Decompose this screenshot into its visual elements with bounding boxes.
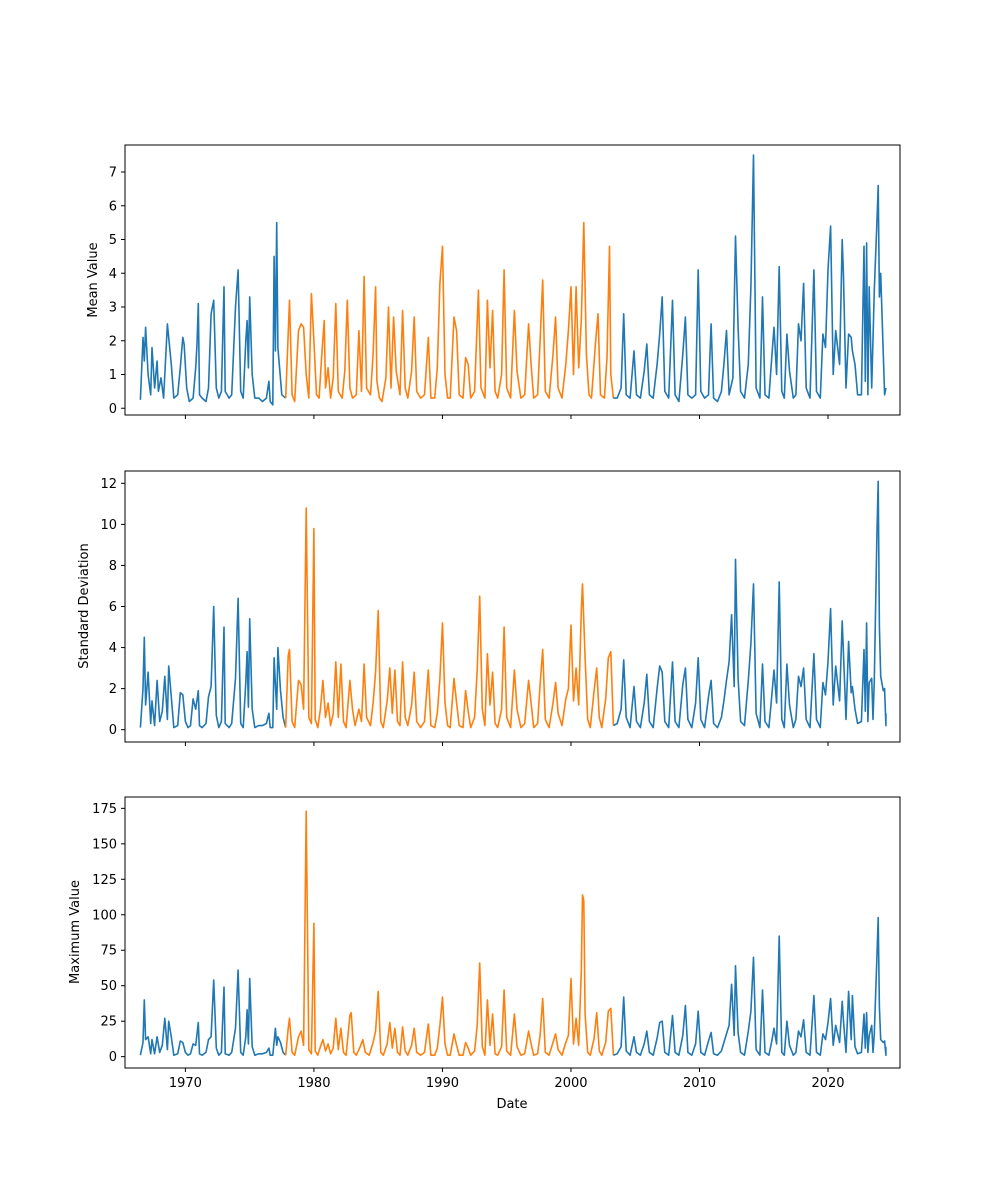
std-ytick-label: 10: [100, 518, 117, 533]
std-series-layer: [139, 480, 887, 729]
mean-y-axis-label: Mean Value: [86, 242, 101, 317]
std-ytick-label: 6: [109, 600, 117, 615]
max-ytick-label: 25: [100, 1015, 117, 1030]
subplot-max: 0 25 50 75 100 125 150 175 1970 1980 1990 2000 2010…: [68, 796, 901, 1112]
mean-series-0-line: [139, 221, 287, 406]
std-y-axis-label: Standard Deviation: [77, 543, 92, 668]
mean-ytick-label: 7: [109, 166, 117, 181]
mean-ytick-label: 0: [109, 402, 117, 417]
std-series-2-line: [613, 480, 887, 729]
max-ytick-label: 50: [100, 979, 117, 994]
mean-ytick-label: 4: [109, 267, 117, 282]
mean-ytick-label: 3: [109, 301, 117, 316]
max-series-0-line: [139, 969, 287, 1056]
mean-ytick-label: 1: [109, 368, 117, 383]
mean-yticks-layer: 0 1 2 3 4 5 6 7: [109, 166, 125, 417]
max-ytick-label: 125: [92, 873, 117, 888]
max-xticks-layer: 1970 1980 1990 2000 2010 2020: [169, 1068, 845, 1091]
max-xtick-label: 2020: [811, 1076, 844, 1091]
max-xtick-label: 1970: [169, 1076, 202, 1091]
max-ytick-label: 75: [100, 944, 117, 959]
max-xtick-label: 1980: [297, 1076, 330, 1091]
max-series-1-line: [284, 810, 615, 1056]
mean-series-1-line: [284, 221, 615, 403]
std-yticks-layer: 0 2 4 6 8 10 12: [100, 477, 125, 738]
mean-axes-frame: [124, 144, 901, 416]
max-ytick-label: 175: [92, 802, 117, 817]
max-series-2-line: [613, 916, 887, 1056]
mean-ytick-label: 2: [109, 334, 117, 349]
max-ytick-label: 100: [92, 908, 117, 923]
std-axes-frame: [124, 470, 901, 743]
subplot-mean: 0 1 2 3 4 5 6 7 Mean Value: [86, 144, 901, 419]
max-ytick-label: 150: [92, 837, 117, 852]
mean-series-2-line: [613, 154, 887, 403]
std-xticks-layer: [184, 742, 829, 746]
max-ytick-label: 0: [109, 1050, 117, 1065]
mean-ytick-label: 6: [109, 199, 117, 214]
max-xtick-label: 1990: [426, 1076, 459, 1091]
mean-ytick-label: 5: [109, 233, 117, 248]
std-series-1-line: [284, 507, 615, 729]
std-ytick-label: 8: [109, 559, 117, 574]
std-series-0-line: [139, 597, 287, 729]
x-axis-label: Date: [496, 1097, 527, 1112]
mean-series-layer: [139, 154, 887, 406]
std-ytick-label: 0: [109, 723, 117, 738]
max-axes-frame: [124, 796, 901, 1069]
std-ytick-label: 12: [100, 477, 117, 492]
max-xtick-label: 2010: [683, 1076, 716, 1091]
std-ytick-label: 2: [109, 682, 117, 697]
max-y-axis-label: Maximum Value: [68, 880, 83, 984]
max-xtick-label: 2000: [554, 1076, 587, 1091]
subplot-std: 0 2 4 6 8 10 12 Standard Deviation: [77, 470, 901, 746]
mean-xticks-layer: [184, 415, 829, 419]
max-series-layer: [139, 810, 887, 1056]
std-ytick-label: 4: [109, 641, 117, 656]
max-yticks-layer: 0 25 50 75 100 125 150 175: [92, 802, 125, 1065]
